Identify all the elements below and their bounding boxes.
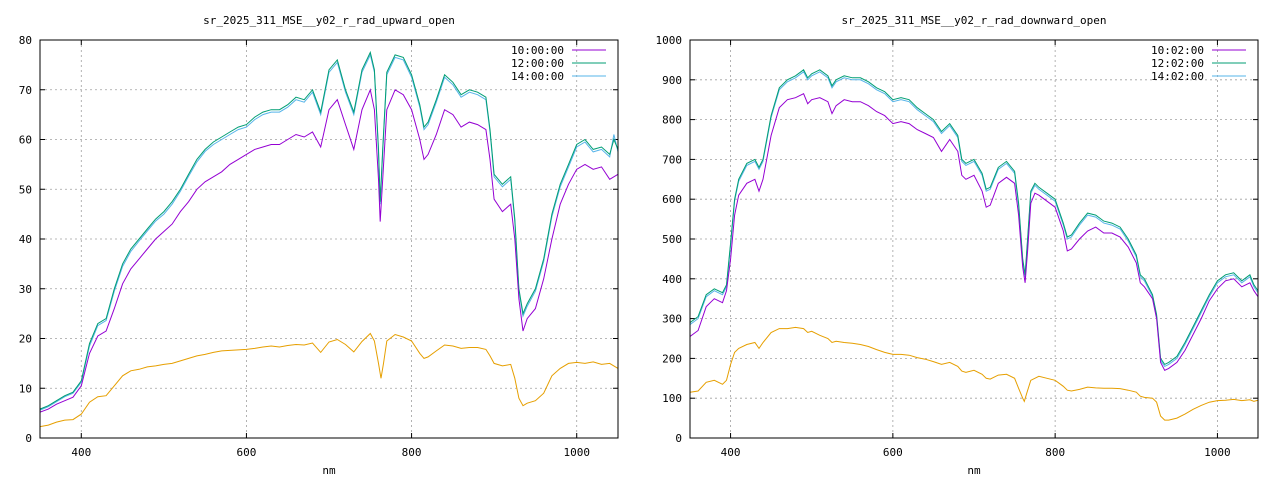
plot-frame [689,39,1259,439]
series-line-unlabeled [690,326,1258,421]
y-tick-label: 0 [675,432,682,445]
plot-frame [39,39,619,439]
chart-title: sr_2025_311_MSE__y02_r_rad_upward_open [203,14,455,27]
x-tick-label: 600 [883,446,903,459]
x-axis-label: nm [967,464,981,477]
x-tick-label: 400 [721,446,741,459]
x-tick-label: 800 [1045,446,1065,459]
y-tick-label: 10 [19,382,32,395]
series-line-unlabeled [40,332,618,428]
x-tick-label: 400 [71,446,91,459]
y-tick-label: 20 [19,333,32,346]
chart-2: sr_2025_311_MSE__y02_r_rad_downward_open… [656,14,1259,477]
x-tick-label: 1000 [1204,446,1231,459]
y-tick-label: 30 [19,283,32,296]
y-tick-label: 400 [662,273,682,286]
series-line-100000 [40,88,618,413]
legend-label: 14:00:00 [511,70,564,83]
y-tick-label: 900 [662,74,682,87]
legend-label: 10:02:00 [1151,44,1204,57]
legend-label: 14:02:00 [1151,70,1204,83]
series-line-120200 [690,69,1258,366]
y-tick-label: 0 [25,432,32,445]
y-tick-label: 300 [662,313,682,326]
y-tick-label: 50 [19,183,32,196]
legend-label: 10:00:00 [511,44,564,57]
series-line-120000 [40,50,618,410]
series-line-140000 [40,53,618,411]
y-tick-label: 1000 [656,34,683,47]
x-axis-label: nm [322,464,336,477]
y-tick-label: 60 [19,134,32,147]
y-tick-label: 700 [662,153,682,166]
y-tick-label: 500 [662,233,682,246]
x-tick-label: 600 [236,446,256,459]
x-tick-label: 1000 [563,446,590,459]
y-tick-label: 800 [662,114,682,127]
y-tick-label: 600 [662,193,682,206]
x-tick-label: 800 [402,446,422,459]
series-line-140200 [690,71,1258,368]
y-tick-label: 70 [19,84,32,97]
chart-1: sr_2025_311_MSE__y02_r_rad_upward_open 0 1… [19,14,619,477]
series-line-100200 [690,93,1258,371]
y-tick-label: 40 [19,233,32,246]
y-tick-label: 200 [662,352,682,365]
legend-label: 12:00:00 [511,57,564,70]
y-tick-label: 80 [19,34,32,47]
chart-title: sr_2025_311_MSE__y02_r_rad_downward_open [842,14,1107,27]
legend-label: 12:02:00 [1151,57,1204,70]
y-tick-label: 100 [662,392,682,405]
